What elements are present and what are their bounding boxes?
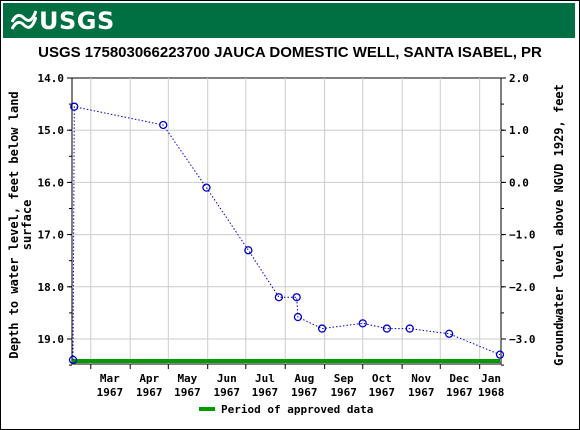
y-tick-label-left: 14.0 [38,72,65,85]
data-point [202,183,211,192]
x-tick-label-month: Jul [255,372,275,385]
x-tick-label-month: Apr [139,372,159,385]
x-tick-label-month: Jan [481,372,501,385]
data-point [317,324,327,333]
approved-period-bar [72,359,500,363]
x-tick-label-year: 1967 [330,386,357,399]
data-point [405,324,414,333]
y-tick-label-left: 16.0 [38,176,65,189]
x-tick-label-year: 1967 [446,386,473,399]
x-tick-label-year: 1967 [252,386,279,399]
data-point [445,329,454,338]
legend-label: Period of approved data [221,403,373,416]
usgs-wave-icon [11,10,37,30]
x-tick-label-year: 1967 [136,386,163,399]
x-tick-label-month: Nov [411,372,431,385]
data-point [68,355,78,365]
data-point [70,102,79,111]
data-point [244,246,253,255]
x-tick-label-year: 1968 [478,386,505,399]
x-tick-label-month: May [177,372,197,385]
y-tick-label-right: −2.0 [509,281,536,294]
x-tick-label-year: 1967 [174,386,201,399]
data-point [382,324,392,333]
y-axis-label-left-line2: surface [20,200,34,251]
x-tick-label-month: Mar [100,372,120,385]
plot-area [71,77,502,365]
x-tick-label-year: 1967 [369,386,396,399]
y-axis-label-right: Groundwater level above NGVD 1929, feet [552,84,566,366]
data-point [495,350,505,359]
usgs-logo-text: USGS [39,7,115,35]
usgs-banner: USGS [3,3,575,38]
x-tick-label-month: Dec [449,372,469,385]
y-axis-label-left: Depth to water level, feet below land [7,91,21,358]
data-point [293,312,303,322]
y-tick-label-left: 19.0 [38,333,65,346]
data-point [292,293,301,302]
x-tick-label-month: Aug [294,372,314,385]
x-tick-label-month: Sep [334,372,354,385]
x-tick-label-month: Oct [372,372,392,385]
y-tick-label-right: −1.0 [509,229,536,242]
x-tick-label-year: 1967 [214,386,241,399]
y-tick-label-left: 15.0 [38,124,65,137]
y-tick-label-right: −3.0 [509,333,536,346]
y-tick-label-right: 2.0 [509,72,529,85]
x-tick-label-year: 1967 [97,386,124,399]
y-tick-label-left: 17.0 [38,229,65,242]
chart-title: USGS 175803066223700 JAUCA DOMESTIC WELL… [38,44,542,61]
x-tick-label-year: 1967 [291,386,318,399]
data-point [274,293,284,302]
y-tick-label-right: 0.0 [509,176,529,189]
legend-swatch [199,407,215,411]
y-tick-label-right: 1.0 [509,124,529,137]
y-tick-label-left: 18.0 [38,281,65,294]
data-point [358,319,367,328]
x-tick-label-month: Jun [217,372,237,385]
x-tick-label-year: 1967 [408,386,435,399]
data-point [159,120,168,130]
usgs-logo[interactable]: USGS [11,7,115,35]
